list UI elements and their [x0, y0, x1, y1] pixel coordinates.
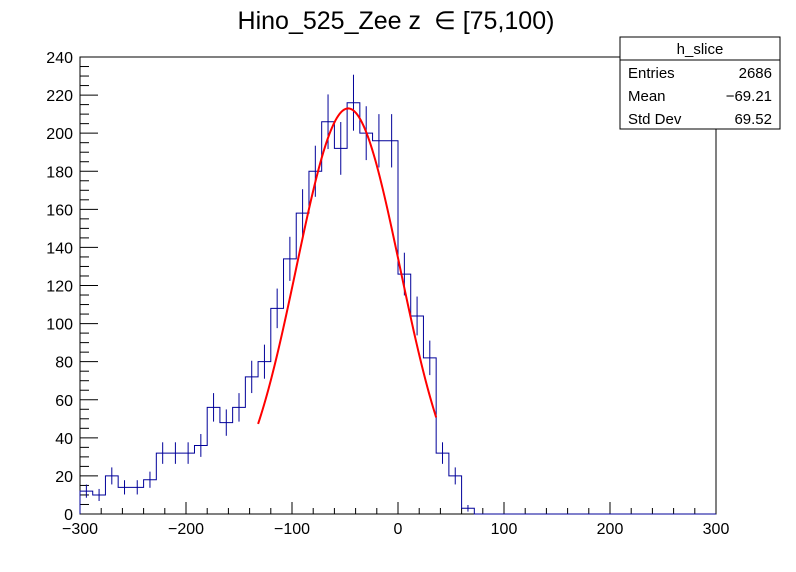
- x-tick-label: −200: [168, 521, 204, 538]
- y-axis: 0 20 40 60 80 100 120 140 160 180 200 220 240: [46, 50, 98, 524]
- x-tick-label: 100: [491, 521, 518, 538]
- x-axis: −300 −200 −100 0 100 200 300: [62, 502, 729, 538]
- stats-box-title: h_slice: [677, 41, 724, 58]
- x-tick-label: 200: [597, 521, 624, 538]
- title-range: [75,100): [463, 7, 555, 35]
- stats-entries-value: 2686: [739, 65, 772, 82]
- y-tick-label: 240: [46, 50, 73, 67]
- stats-mean-value: −69.21: [726, 88, 772, 105]
- histogram-outline: [79, 102, 716, 515]
- y-tick-label: 220: [46, 88, 73, 105]
- y-tick-label: 100: [46, 317, 73, 334]
- x-tick-label: −100: [274, 521, 310, 538]
- y-tick-label: 40: [55, 431, 73, 448]
- x-tick-label: 0: [394, 521, 403, 538]
- y-tick-label: 20: [55, 469, 73, 486]
- title-main: Hino_525_Zee z: [238, 7, 421, 35]
- stats-stddev-label: Std Dev: [628, 111, 682, 128]
- y-tick-label: 0: [64, 507, 73, 524]
- title-symbol: ∈: [434, 7, 456, 35]
- stats-mean-label: Mean: [628, 88, 666, 105]
- x-tick-label: −300: [62, 521, 98, 538]
- y-tick-label: 160: [46, 202, 73, 219]
- y-tick-label: 140: [46, 240, 73, 257]
- y-tick-label: 200: [46, 126, 73, 143]
- stats-box-frame: [619, 36, 781, 130]
- stats-stddev-value: 69.52: [734, 111, 772, 128]
- y-tick-label: 120: [46, 279, 73, 296]
- stats-entries-label: Entries: [628, 65, 675, 82]
- gaussian-fit-curve: [257, 107, 438, 425]
- chart-title: Hino_525_Zee z ∈ [75,100): [238, 7, 555, 35]
- x-tick-label: 300: [703, 521, 730, 538]
- y-tick-label: 60: [55, 393, 73, 410]
- y-tick-label: 80: [55, 355, 73, 372]
- y-tick-label: 180: [46, 164, 73, 181]
- stats-box: h_slice Entries 2686 Mean −69.21 Std Dev…: [619, 36, 781, 130]
